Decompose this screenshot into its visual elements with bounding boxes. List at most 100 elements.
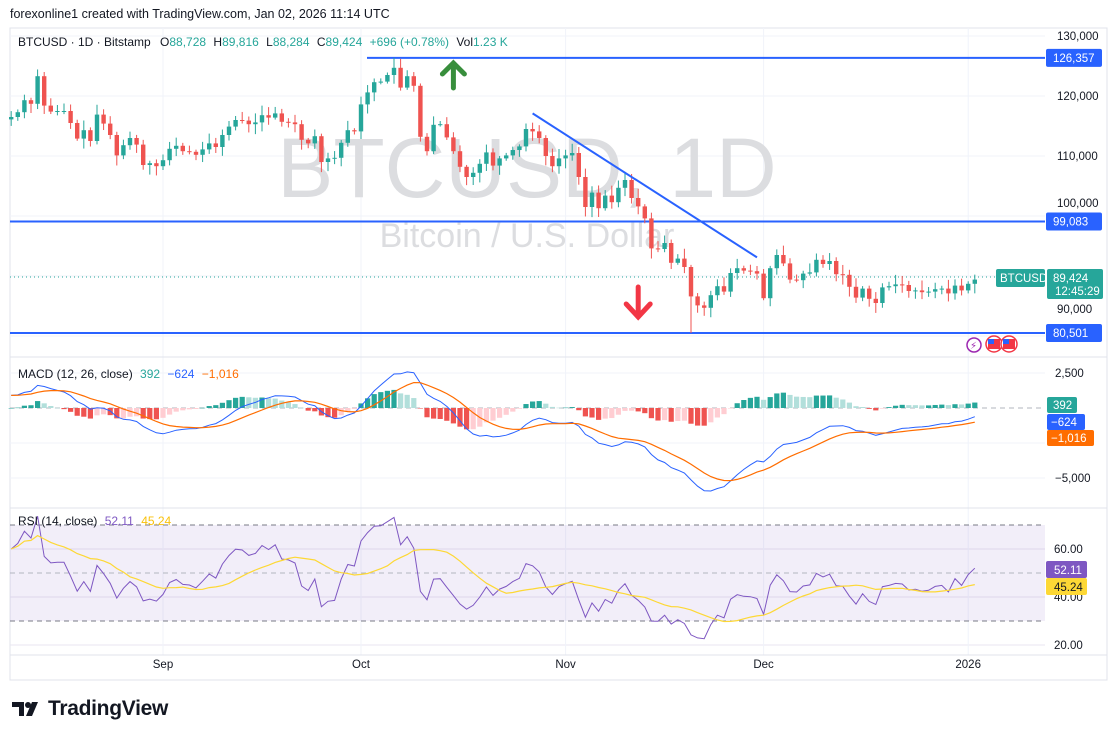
macd-histogram-bar <box>516 408 522 409</box>
macd-value: −624 <box>167 367 194 381</box>
level-tag-text: 126,357 <box>1053 53 1095 65</box>
symbol-tag-text: BTCUSD <box>1000 273 1047 285</box>
candle-body <box>266 115 271 118</box>
candle-body <box>853 286 859 298</box>
time-axis-label: Sep <box>153 659 173 671</box>
brand-name: TradingView <box>48 697 169 720</box>
candle-body <box>279 113 284 122</box>
macd-histogram-bar <box>919 405 925 408</box>
macd-histogram-bar <box>21 405 27 408</box>
candle-body <box>807 272 812 274</box>
macd-histogram-bar <box>424 408 430 418</box>
macd-histogram-bar <box>853 406 859 408</box>
macd-histogram-bar <box>761 399 767 408</box>
macd-histogram-bar <box>87 408 93 419</box>
macd-histogram-bar <box>622 408 628 411</box>
macd-hist-tag-text: 392 <box>1053 400 1072 412</box>
macd-histogram-bar <box>549 406 555 408</box>
macd-histogram-bar <box>127 408 133 417</box>
candle-body <box>873 298 878 303</box>
macd-histogram-bar <box>431 408 437 419</box>
macd-histogram-bar <box>939 404 945 408</box>
candle-body <box>741 268 746 271</box>
macd-histogram-bar <box>404 394 410 408</box>
candle-body <box>497 158 502 166</box>
candle-body <box>695 296 700 306</box>
candle-body <box>966 283 971 291</box>
candle-body <box>273 113 278 118</box>
candle-body <box>688 267 694 297</box>
candle-body <box>306 139 311 144</box>
rsi-tag-text: 52.11 <box>1054 565 1082 577</box>
candle-body <box>114 135 119 156</box>
candle-body <box>154 163 159 167</box>
candle-body <box>596 192 601 209</box>
macd-histogram-bar <box>602 408 608 419</box>
macd-histogram-bar <box>470 408 476 430</box>
candle-body <box>253 122 258 125</box>
macd-histogram-bar <box>543 403 549 408</box>
macd-histogram-bar <box>675 408 681 422</box>
candle-body <box>193 151 199 155</box>
candle-body <box>774 255 779 269</box>
macd-histogram-bar <box>813 395 819 408</box>
candle-body <box>649 218 654 249</box>
candle-body <box>121 145 126 156</box>
last-price-tags: BTCUSD 89,424 12:45:29 <box>996 269 1103 299</box>
candle-body <box>35 76 40 104</box>
macd-histogram-bar <box>239 396 245 408</box>
lightning-event-icon[interactable] <box>966 337 982 353</box>
time-axis-label: Nov <box>555 659 576 671</box>
price-axis-label: 110,000 <box>1057 151 1098 163</box>
macd-histogram-bar <box>378 392 384 408</box>
macd-histogram-bar <box>437 408 443 419</box>
candle-body <box>28 100 34 104</box>
candle-body <box>292 122 298 125</box>
macd-histogram-bar <box>167 408 173 415</box>
rsi-axis-label: 20.00 <box>1054 640 1083 652</box>
symbol-label[interactable]: BTCUSD · 1D · Bitstamp <box>18 35 151 49</box>
candle-body <box>959 285 964 291</box>
macd-histogram-bar <box>965 403 971 408</box>
macd-histogram-bar <box>74 408 80 416</box>
macd-histogram-bar <box>226 400 232 408</box>
macd-histogram-bar <box>536 401 542 408</box>
candle-body <box>900 284 905 286</box>
level-tag <box>1046 323 1102 342</box>
macd-histogram-bar <box>708 408 714 423</box>
candle-body <box>682 258 687 267</box>
candle-body <box>286 121 291 123</box>
candle-body <box>622 180 628 188</box>
tradingview-logo[interactable]: TradingView <box>12 697 168 721</box>
candle-body <box>444 124 449 138</box>
candle-body <box>721 286 727 292</box>
candle-body <box>933 289 938 292</box>
macd-histogram-bar <box>444 408 450 421</box>
macd-histogram-bar <box>186 408 192 410</box>
level-tag-text: 99,083 <box>1053 217 1088 229</box>
time-axis[interactable]: Sep Oct Nov Dec 2026 <box>153 659 981 671</box>
open-label: O <box>160 35 169 49</box>
candle-body <box>372 82 377 93</box>
macd-histogram-bar <box>173 408 179 412</box>
candle-body <box>207 143 212 150</box>
candle-body <box>860 288 865 298</box>
macd-tag <box>1047 414 1085 430</box>
rsi-legend[interactable]: RSI (14, close) 52.11 45.24 <box>18 514 172 528</box>
candle-body <box>477 163 482 173</box>
horizontal-levels[interactable] <box>10 56 1045 334</box>
candle-body <box>233 120 238 127</box>
price-axis[interactable]: 130,000 120,000 110,000 100,000 90,000 <box>1057 31 1099 316</box>
candle-body <box>319 136 324 162</box>
macd-histogram-bar <box>272 398 278 408</box>
macd-histogram-bar <box>61 408 67 410</box>
macd-legend[interactable]: MACD (12, 26, close) 392 −624 −1,016 <box>18 367 239 381</box>
candle-body <box>530 129 535 132</box>
event-icons[interactable]: ⚡ <box>966 335 1018 353</box>
change-value: +696 (+0.78%) <box>370 35 449 49</box>
candle-body <box>484 152 489 164</box>
macd-histogram-bar <box>101 408 107 415</box>
macd-histogram-bar <box>345 408 351 412</box>
drawings[interactable] <box>439 59 758 321</box>
